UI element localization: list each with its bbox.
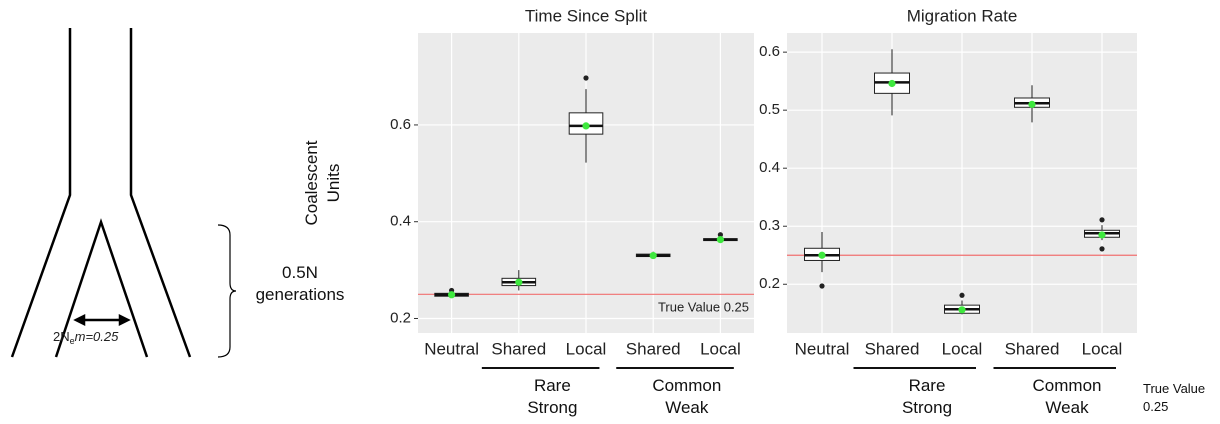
- mean: [717, 236, 724, 243]
- mean: [958, 306, 965, 313]
- group-label: Rare Strong: [507, 375, 597, 419]
- population-edge: [131, 28, 190, 357]
- x-tick-label: Local: [942, 339, 983, 358]
- y-tick-label: 0.6: [390, 116, 411, 133]
- brace: [218, 225, 236, 357]
- x-tick-label: Shared: [1005, 339, 1060, 358]
- x-tick-label: Neutral: [424, 339, 479, 358]
- time-label: 0.5N generations: [255, 262, 345, 306]
- outlier: [819, 283, 824, 288]
- mean: [888, 80, 895, 87]
- outlier: [1099, 246, 1104, 251]
- mean: [448, 291, 455, 298]
- y-tick-label: 0.6: [759, 43, 780, 60]
- population-edge: [12, 28, 70, 357]
- y-tick-label: 0.4: [759, 159, 780, 176]
- y-tick-label: 0.2: [759, 275, 780, 292]
- arrow-head: [120, 316, 128, 324]
- group-label: Rare Strong: [882, 375, 972, 419]
- outlier: [583, 75, 588, 80]
- y-tick-label: 0.5: [759, 101, 780, 118]
- mean: [1098, 231, 1105, 238]
- chart-title: Migration Rate: [907, 6, 1018, 25]
- migration-label: 2Nem=0.25: [53, 329, 119, 346]
- group-label: Common Weak: [1022, 375, 1112, 419]
- reference-label: True Value 0.25: [658, 299, 749, 314]
- group-label: Common Weak: [642, 375, 732, 419]
- figure: 2Nem=0.25 Time Since Split 0.2 0.4 0.6 Neutr…: [0, 0, 1220, 424]
- reference-label: True Value 0.25: [1143, 380, 1213, 416]
- x-tick-label: Local: [566, 339, 607, 358]
- x-tick-label: Shared: [491, 339, 546, 358]
- y-tick-label: 0.2: [390, 309, 411, 326]
- x-tick-label: Neutral: [795, 339, 850, 358]
- y-axis-label: Coalescent Units: [301, 133, 345, 233]
- outlier: [1099, 217, 1104, 222]
- split-diagram: [12, 28, 236, 357]
- x-tick-label: Shared: [626, 339, 681, 358]
- x-tick-label: Local: [1082, 339, 1123, 358]
- arrow-head: [76, 316, 84, 324]
- x-tick-label: Shared: [865, 339, 920, 358]
- y-tick-label: 0.3: [759, 217, 780, 234]
- mean: [515, 279, 522, 286]
- chart: 2Nem=0.25 Time Since Split 0.2 0.4 0.6 Neutr…: [0, 0, 1220, 424]
- mean: [650, 252, 657, 259]
- chart-title: Time Since Split: [525, 6, 647, 25]
- y-tick-label: 0.4: [390, 213, 411, 230]
- mean: [818, 252, 825, 259]
- mean: [582, 122, 589, 129]
- outlier: [959, 293, 964, 298]
- mean: [1028, 101, 1035, 108]
- x-tick-label: Local: [700, 339, 741, 358]
